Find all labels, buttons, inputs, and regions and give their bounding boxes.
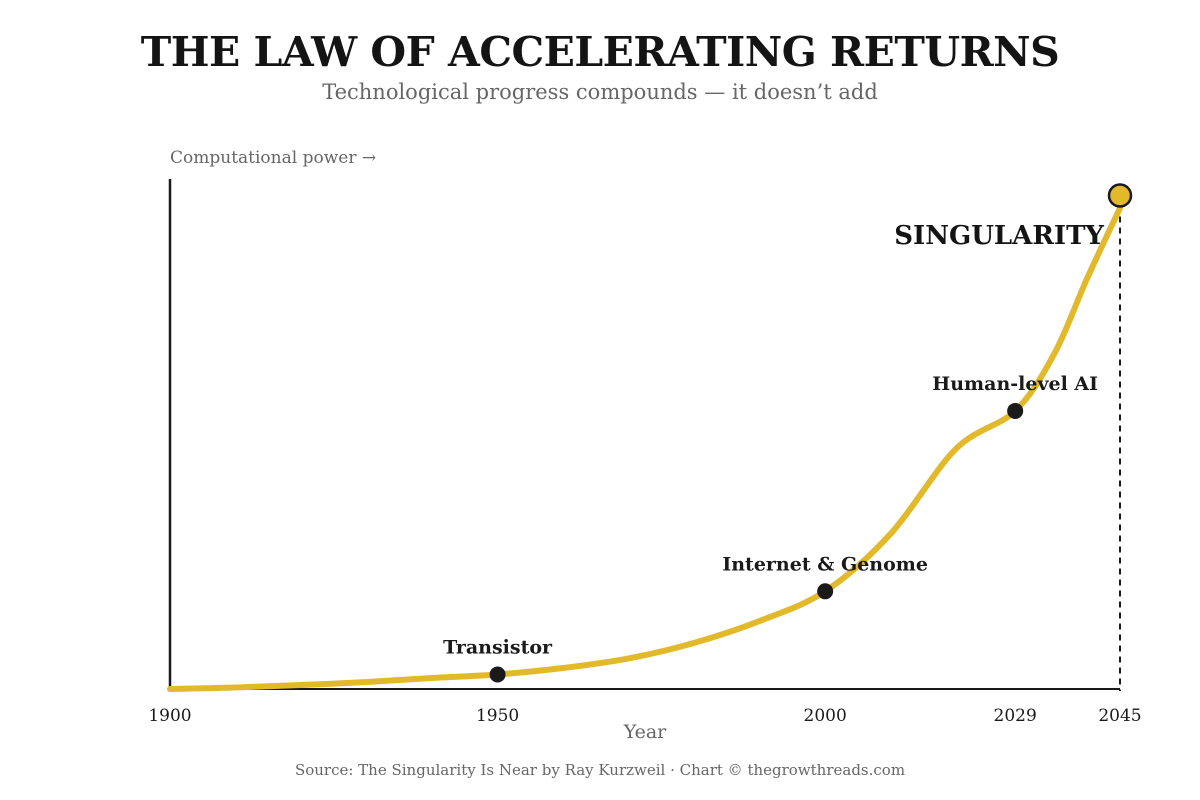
x-tick-label-1950: 1950 <box>476 706 519 726</box>
chart-title: THE LAW OF ACCELERATING RETURNS <box>140 28 1060 76</box>
singularity-point <box>1107 183 1133 208</box>
source-note: Source: The Singularity Is Near by Ray K… <box>294 761 906 779</box>
milestone-point-3 <box>1007 402 1024 419</box>
milestone-label-3: Human-level AI <box>932 373 1098 395</box>
milestone-point-1 <box>489 666 506 683</box>
singularity-label: SINGULARITY <box>894 221 1104 251</box>
x-tick-label-2000: 2000 <box>804 706 847 726</box>
x-tick-label-2029: 2029 <box>994 706 1037 726</box>
x-axis-label: Year <box>623 721 667 743</box>
x-tick-label-1900: 1900 <box>148 706 191 726</box>
x-tick-label-2045: 2045 <box>1098 706 1141 726</box>
milestone-point-2 <box>817 583 834 600</box>
chart-subtitle: Technological progress compounds — it do… <box>322 80 878 104</box>
growth-curve <box>167 205 1123 692</box>
y-axis-label: Computational power → <box>170 148 377 168</box>
milestone-label-1: Transistor <box>443 636 553 658</box>
milestone-label-2: Internet & Genome <box>722 553 928 575</box>
